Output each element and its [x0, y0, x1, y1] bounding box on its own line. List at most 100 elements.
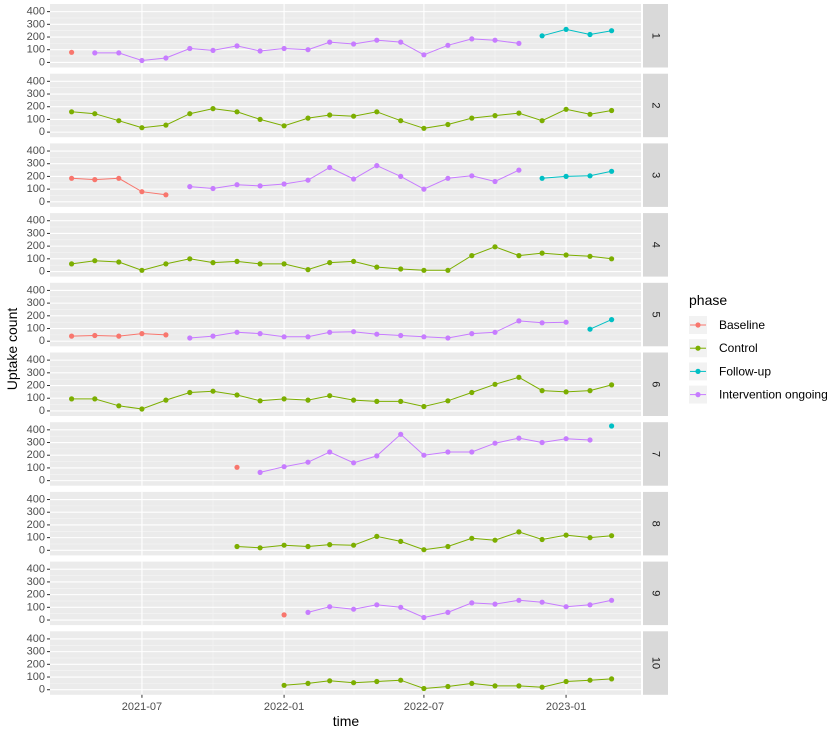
data-point [563, 604, 569, 610]
data-point [469, 253, 475, 259]
facet-strip [643, 143, 668, 207]
data-point [281, 123, 287, 129]
data-point [421, 125, 427, 131]
data-point [234, 258, 240, 264]
data-point [469, 36, 475, 42]
data-point [421, 614, 427, 621]
axes-layer: 0100200300400010020030040001002003004000… [27, 6, 587, 713]
data-point [92, 396, 98, 402]
data-point [469, 115, 475, 121]
data-point [539, 33, 545, 39]
data-point [587, 31, 593, 38]
data-point [492, 178, 498, 185]
data-point [163, 332, 169, 338]
data-point [374, 109, 380, 115]
data-point [374, 533, 380, 540]
data-point [516, 40, 522, 47]
series-baseline [281, 612, 287, 618]
series-follow-up [539, 26, 615, 39]
y-tick-label: 300 [27, 227, 45, 239]
facet-strip-label: 3 [650, 172, 662, 178]
data-point [374, 264, 380, 270]
data-point [492, 537, 498, 543]
data-point [327, 393, 333, 399]
x-tick-label: 2022-07 [404, 701, 444, 713]
series-baseline [69, 49, 75, 55]
data-point [445, 175, 451, 181]
data-point [587, 535, 593, 541]
data-point [539, 536, 545, 543]
y-tick-label: 200 [27, 31, 45, 43]
data-point [257, 48, 263, 54]
series-line [542, 170, 612, 179]
data-point [351, 460, 357, 466]
panel-background [50, 491, 641, 556]
data-point [92, 177, 98, 183]
data-point [398, 332, 404, 339]
data-point [351, 397, 357, 403]
facet-strip-label: 5 [650, 311, 662, 317]
data-point [281, 181, 287, 187]
facet-strip [643, 491, 668, 556]
data-point [257, 331, 263, 337]
data-point [116, 175, 122, 181]
data-point [539, 439, 545, 446]
data-point [187, 184, 193, 190]
series-baseline [69, 331, 169, 339]
facet-strip [643, 422, 668, 486]
facet-panel-5: 5 [50, 282, 668, 347]
data-point [305, 334, 311, 340]
facet-strip [643, 352, 668, 416]
series-control [281, 676, 615, 692]
data-point [351, 113, 357, 119]
data-point [516, 167, 522, 173]
y-tick-label: 0 [39, 126, 45, 138]
y-tick-label: 300 [27, 88, 45, 100]
y-tick-label: 100 [27, 532, 45, 544]
legend-key-point [695, 368, 701, 374]
data-point [163, 192, 169, 198]
series-intervention-ongoing [187, 318, 569, 341]
data-point [327, 604, 333, 610]
data-point [398, 604, 404, 610]
facet-panel-7: 7 [50, 422, 668, 486]
y-tick-label: 400 [27, 6, 45, 18]
data-point [351, 542, 357, 548]
data-point [92, 258, 98, 264]
y-tick-label: 100 [27, 392, 45, 404]
data-point [563, 389, 569, 395]
data-point [587, 326, 593, 332]
data-point [445, 335, 451, 341]
data-point [539, 599, 545, 605]
data-point [69, 396, 75, 402]
y-tick-label: 300 [27, 367, 45, 379]
data-point [587, 111, 593, 117]
data-point [609, 168, 615, 174]
data-point [210, 333, 216, 339]
data-point [257, 398, 263, 404]
data-point [234, 464, 240, 470]
data-point [327, 449, 333, 455]
data-point [609, 107, 615, 114]
data-point [69, 333, 75, 339]
data-point [234, 43, 240, 49]
y-tick-label: 100 [27, 462, 45, 474]
data-point [445, 543, 451, 550]
y-tick-label: 100 [27, 601, 45, 613]
data-point [421, 267, 427, 273]
data-point [234, 109, 240, 115]
data-point [257, 116, 263, 122]
data-point [327, 164, 333, 171]
data-point [539, 118, 545, 124]
data-point [516, 110, 522, 116]
series-follow-up [587, 317, 615, 332]
y-tick-label: 300 [27, 437, 45, 449]
data-point [421, 186, 427, 192]
data-point [563, 532, 569, 538]
data-point [92, 332, 98, 339]
y-tick-label: 200 [27, 101, 45, 113]
y-tick-label: 0 [39, 335, 45, 347]
panel-background [50, 561, 641, 626]
data-point [351, 329, 357, 335]
y-tick-label: 0 [39, 56, 45, 68]
